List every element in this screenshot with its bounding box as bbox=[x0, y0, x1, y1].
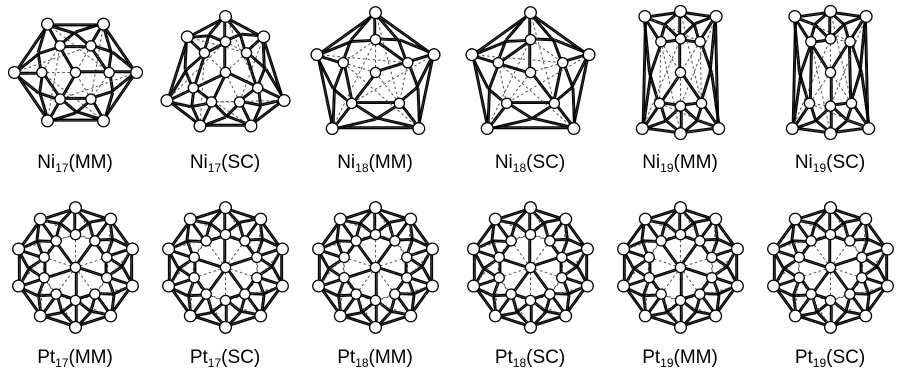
element-symbol: Pt bbox=[337, 347, 356, 368]
element-symbol: Pt bbox=[494, 347, 513, 368]
cluster-panel: Pt17(SC) bbox=[150, 200, 300, 380]
cluster-panel: Ni17(SC) bbox=[150, 5, 300, 185]
atom-count-subscript: 19 bbox=[812, 356, 827, 370]
atom-count-subscript: 17 bbox=[55, 161, 69, 175]
element-symbol: Ni bbox=[37, 152, 56, 173]
method-label: (MM) bbox=[68, 347, 113, 368]
cluster-panel: Pt17(MM) bbox=[0, 200, 150, 380]
method-label: (SC) bbox=[826, 347, 866, 368]
cluster-label: Pt19(SC) bbox=[755, 347, 905, 369]
cluster-panel: Ni19(MM) bbox=[605, 5, 755, 185]
cluster-label: Ni18(SC) bbox=[455, 152, 605, 174]
method-label: (MM) bbox=[673, 152, 718, 173]
method-label: (MM) bbox=[368, 347, 413, 368]
cluster-panel: Ni19(SC) bbox=[755, 5, 905, 185]
cluster-panel: Pt19(MM) bbox=[605, 200, 755, 380]
cluster-label: Pt18(MM) bbox=[300, 347, 450, 369]
method-label: (MM) bbox=[368, 152, 413, 173]
atom-count-subscript: 19 bbox=[660, 356, 674, 370]
cluster-panel: Ni18(SC) bbox=[455, 5, 605, 185]
element-symbol: Ni bbox=[494, 152, 513, 173]
cluster-panel: Ni18(MM) bbox=[300, 5, 450, 185]
element-symbol: Ni bbox=[189, 152, 208, 173]
atom-count-subscript: 18 bbox=[512, 161, 527, 175]
cluster-label: Ni17(SC) bbox=[150, 152, 300, 174]
cluster-structure-drawing bbox=[309, 6, 441, 136]
cluster-structure-drawing bbox=[161, 201, 289, 334]
atom-count-subscript: 17 bbox=[207, 161, 222, 175]
element-symbol: Ni bbox=[642, 152, 661, 173]
element-symbol: Pt bbox=[642, 347, 661, 368]
cluster-label: Ni17(MM) bbox=[0, 152, 150, 174]
cluster-structure-drawing bbox=[464, 6, 596, 136]
element-symbol: Pt bbox=[189, 347, 208, 368]
cluster-structure-drawing bbox=[616, 201, 744, 334]
cluster-structure-drawing bbox=[785, 5, 875, 140]
cluster-structure-drawing bbox=[159, 9, 291, 133]
cluster-structure-drawing bbox=[11, 201, 139, 334]
cluster-panel: Pt18(SC) bbox=[455, 200, 605, 380]
cluster-structure-drawing bbox=[311, 201, 439, 334]
atom-count-subscript: 17 bbox=[55, 356, 69, 370]
atom-count-subscript: 18 bbox=[355, 161, 369, 175]
element-symbol: Ni bbox=[337, 152, 356, 173]
method-label: (SC) bbox=[221, 152, 261, 173]
element-symbol: Pt bbox=[37, 347, 56, 368]
method-label: (SC) bbox=[221, 347, 261, 368]
atom-count-subscript: 17 bbox=[207, 356, 222, 370]
atom-count-subscript: 19 bbox=[812, 161, 827, 175]
cluster-label: Ni19(MM) bbox=[605, 152, 755, 174]
cluster-panel: Pt18(MM) bbox=[300, 200, 450, 380]
cluster-panel: Pt19(SC) bbox=[755, 200, 905, 380]
method-label: (MM) bbox=[68, 152, 113, 173]
cluster-label: Ni18(MM) bbox=[300, 152, 450, 174]
cluster-structure-drawing bbox=[766, 201, 894, 334]
cluster-label: Pt18(SC) bbox=[455, 347, 605, 369]
atom-count-subscript: 19 bbox=[660, 161, 674, 175]
cluster-structure-drawing bbox=[466, 201, 594, 334]
cluster-label: Pt19(MM) bbox=[605, 347, 755, 369]
cluster-panel: Ni17(MM) bbox=[0, 5, 150, 185]
atom-count-subscript: 18 bbox=[512, 356, 527, 370]
cluster-label: Pt17(MM) bbox=[0, 347, 150, 369]
method-label: (MM) bbox=[673, 347, 718, 368]
cluster-label: Ni19(SC) bbox=[755, 152, 905, 174]
method-label: (SC) bbox=[826, 152, 866, 173]
element-symbol: Ni bbox=[794, 152, 813, 173]
method-label: (SC) bbox=[526, 347, 566, 368]
element-symbol: Pt bbox=[794, 347, 813, 368]
cluster-label: Pt17(SC) bbox=[150, 347, 300, 369]
cluster-structure-drawing bbox=[635, 5, 725, 140]
cluster-structure-drawing bbox=[7, 17, 143, 128]
method-label: (SC) bbox=[526, 152, 566, 173]
atom-count-subscript: 18 bbox=[355, 356, 369, 370]
